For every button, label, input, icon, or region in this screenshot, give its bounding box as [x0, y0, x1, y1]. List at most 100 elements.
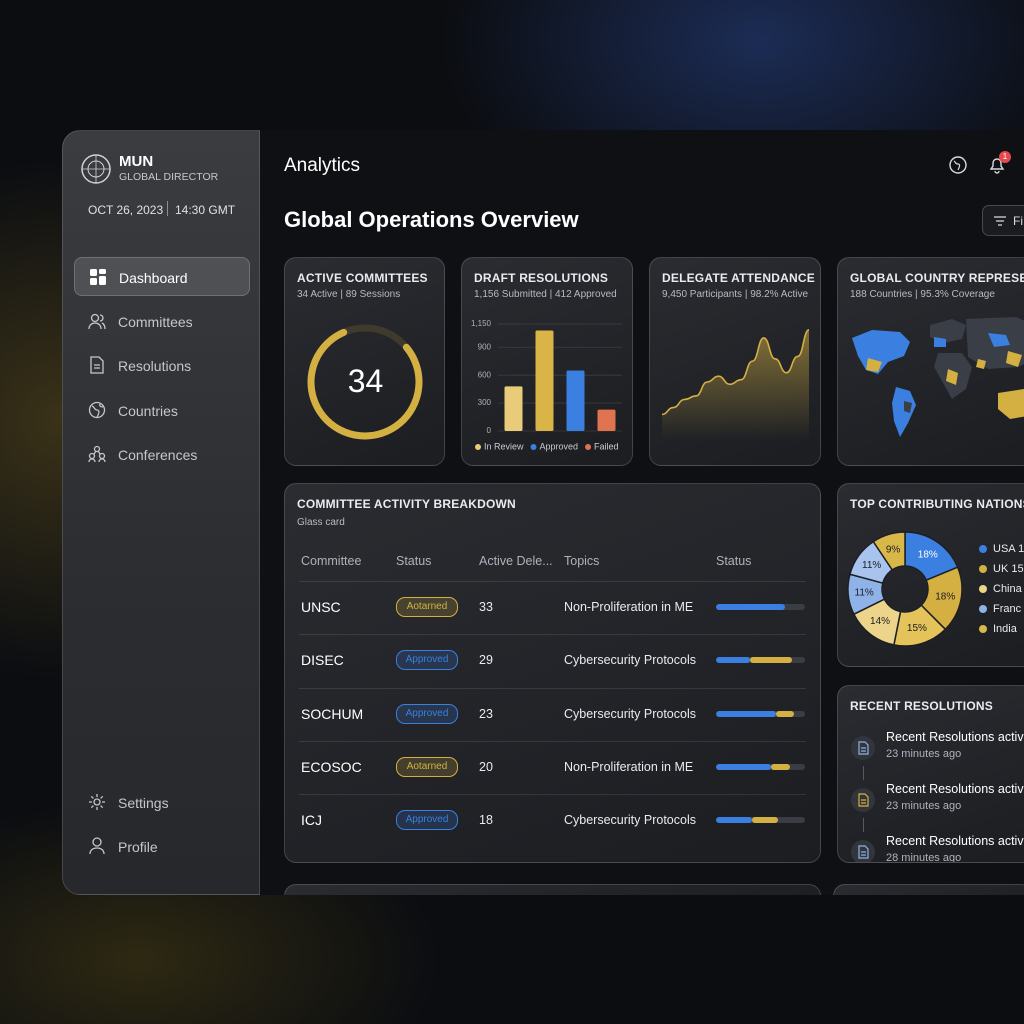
slice-label: 18%: [918, 550, 938, 561]
nav-item[interactable]: Profile: [74, 827, 250, 866]
card-title: TOP CONTRIBUTING NATIONS: [850, 497, 1024, 511]
topic: Non-Proliferation in ME: [564, 600, 694, 614]
topic: Non-Proliferation in ME: [564, 759, 694, 774]
progress-track: [716, 710, 805, 717]
card-title: ACTIVE COMMITTEES: [297, 271, 428, 285]
committee-name: ICJ: [301, 812, 322, 829]
map-card: GLOBAL COUNTRY REPRESENTA 188 Countries …: [837, 257, 1024, 466]
card-subtitle: 34 Active | 89 Sessions: [297, 289, 401, 300]
icon: [994, 216, 1006, 226]
status-pill: Aotarned: [396, 756, 458, 777]
progress-segment: [716, 817, 752, 824]
progress-segment: [716, 763, 772, 770]
nav-item[interactable]: Countries: [74, 391, 250, 430]
delegate-count: 23: [479, 706, 493, 721]
nav-item[interactable]: Settings: [74, 783, 250, 822]
icon: [858, 793, 869, 807]
card-title: GLOBAL COUNTRY REPRESENTA: [850, 271, 1024, 285]
row-divider: [299, 740, 806, 742]
legend-swatch: [475, 444, 481, 450]
nav-item[interactable]: Committees: [74, 302, 250, 341]
timeline-line: [863, 766, 864, 780]
area-chart: [661, 329, 810, 440]
icon: [88, 401, 106, 419]
card-subtitle: 188 Countries | 95.3% Coverage: [850, 289, 995, 300]
status-pill: Approved: [396, 650, 458, 671]
legend-swatch: [979, 585, 987, 593]
item-icon: [851, 736, 875, 760]
y-tick-label: 300: [478, 398, 492, 407]
icon: [858, 741, 869, 755]
row-divider: [299, 634, 806, 636]
topic: Cybersecurity Protocols: [564, 813, 696, 828]
divider: [167, 201, 168, 216]
ring-gauge: [307, 324, 423, 440]
filter-label: Fi: [1013, 214, 1023, 228]
item-time: 28 minutes ago: [886, 852, 962, 863]
legend-label: Franc: [993, 603, 1022, 615]
notification-button[interactable]: [987, 155, 1007, 175]
status-pill: Approved: [396, 703, 458, 724]
activity-card: RECENT RESOLUTIONS Recent Resolutions ac…: [837, 685, 1024, 863]
card: [284, 884, 821, 895]
row-divider: [299, 794, 806, 796]
area: [662, 329, 809, 440]
nav-label: Committees: [118, 314, 193, 330]
y-tick-label: 900: [478, 342, 492, 351]
committee-name: SOCHUM: [301, 705, 364, 722]
legend-label: India: [993, 623, 1018, 635]
filter-button[interactable]: Fi: [982, 205, 1024, 236]
table: Committee Status Active Dele... Topics Statu…: [285, 484, 820, 862]
icon: [89, 794, 105, 810]
y-tick-label: 0: [487, 426, 492, 435]
globe-button[interactable]: [948, 155, 968, 175]
legend-swatch: [979, 625, 987, 633]
card-title: DELEGATE ATTENDANCE: [662, 271, 815, 285]
slice-label: 18%: [935, 592, 955, 603]
progress-track: [716, 604, 805, 610]
legend-swatch: [530, 444, 537, 450]
nav-item[interactable]: Resolutions: [74, 346, 250, 385]
committee-name: UNSC: [301, 599, 341, 615]
nav-label: Settings: [118, 795, 169, 811]
row-divider: [299, 687, 806, 689]
page-title: Global Operations Overview: [284, 207, 579, 232]
legend-label: UK 15: [993, 563, 1024, 575]
item-time: 23 minutes ago: [886, 748, 962, 760]
legend-swatch: [979, 565, 987, 573]
delegate-count: 20: [479, 759, 493, 774]
bar: [504, 386, 523, 431]
row-divider: [299, 581, 806, 582]
section-title: Analytics: [284, 155, 361, 176]
card-subtitle: Glass card: [297, 517, 345, 528]
activity-list: Recent Resolutions activ 23 minutes ago Re…: [838, 686, 1024, 863]
legend-label: Failed: [594, 441, 619, 451]
donut-chart: 18% 18% 15% 14% 11% 11% 9% USA 1 UK 15 China Franc…: [847, 531, 1024, 647]
progress-segment: [751, 817, 779, 824]
slice-label: 15%: [907, 623, 927, 634]
committee-name: ECOSOC: [301, 758, 362, 775]
nav-label: Conferences: [118, 447, 198, 463]
progress-track: [716, 657, 805, 664]
column-header: Status: [716, 554, 752, 568]
status-pill: Approved: [396, 810, 458, 831]
card-subtitle: 9,450 Participants | 98.2% Active: [662, 289, 809, 300]
legend-swatch: [585, 444, 592, 450]
item-icon: [851, 840, 875, 862]
kpi-card: ACTIVE COMMITTEES 34 Active | 89 Session…: [284, 257, 445, 466]
column-header: Status: [396, 554, 432, 568]
nav-item[interactable]: Conferences: [74, 435, 250, 474]
nav-item[interactable]: Dashboard: [74, 257, 250, 296]
legend-swatch: [979, 545, 987, 553]
progress-segment: [771, 763, 790, 770]
item-text: Recent Resolutions activ: [886, 782, 1024, 796]
item-icon: [851, 788, 875, 812]
status-pill: Aotarned: [396, 597, 458, 617]
pie-card: TOP CONTRIBUTING NATIONS 18% 18% 15% 14% 11%…: [837, 483, 1024, 667]
icon: [90, 269, 106, 285]
progress-segment: [716, 710, 776, 717]
delegate-count: 18: [479, 813, 493, 828]
card-subtitle: 1,156 Submitted | 412 Approved: [474, 289, 617, 300]
